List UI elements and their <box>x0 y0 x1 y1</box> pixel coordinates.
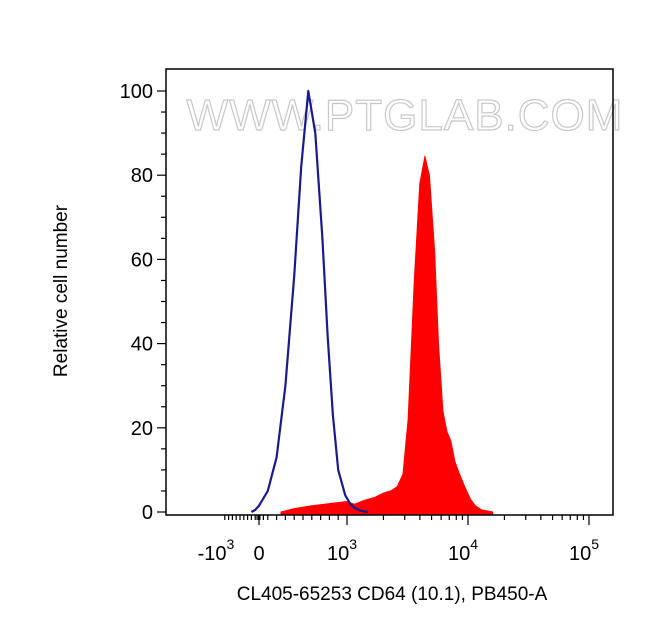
y-tick-label: 20 <box>131 418 153 440</box>
y-tick-label: 60 <box>131 249 153 271</box>
x-axis-title: CL405-65253 CD64 (10.1), PB450-A <box>237 584 548 605</box>
x-tick-label: -103 <box>198 536 235 565</box>
plot-frame <box>165 68 614 516</box>
y-axis-title: Relative cell number <box>51 204 72 377</box>
x-tick-label: 0 <box>253 543 264 565</box>
series-outline-histogram <box>250 89 369 514</box>
x-tick-label: 104 <box>448 536 478 565</box>
y-axis: 0 20 40 60 80 100 <box>120 81 166 524</box>
x-tick-label: 103 <box>327 536 357 565</box>
x-tick-label: 105 <box>569 536 599 565</box>
series-filled-histogram <box>280 155 494 516</box>
x-axis: -103 0 103 104 105 <box>198 515 599 565</box>
series-layer <box>250 89 494 516</box>
y-tick-label: 80 <box>131 165 153 187</box>
y-tick-label: 40 <box>131 334 153 356</box>
y-tick-label: 0 <box>142 502 153 524</box>
watermark: WWW.PTGLAB.COM <box>187 91 624 140</box>
y-tick-label: 100 <box>120 81 153 103</box>
